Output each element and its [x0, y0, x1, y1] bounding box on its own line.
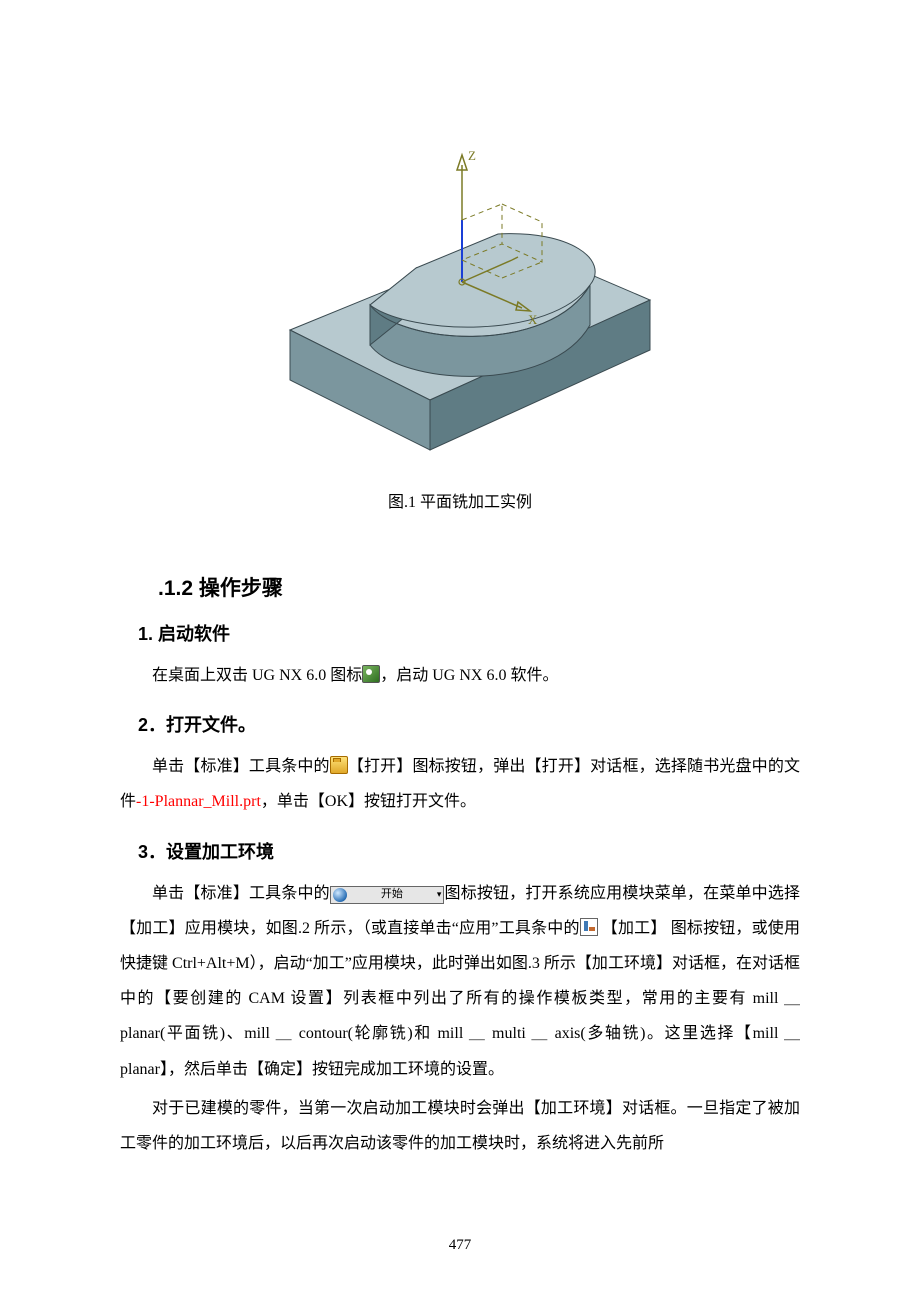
step-2-filename: -1-Plannar_Mill.prt [136, 793, 261, 810]
step-1-title: 1. 启动软件 [138, 620, 800, 646]
step-3-p1-c: 【加工】 图标按钮，或使用快捷键 Ctrl+Alt+M），启动“加工”应用模块，… [120, 920, 800, 1078]
ugnx-icon [362, 665, 380, 683]
document-page: Z X 图.1 平面铣加工实例 .1.2 操作步骤 1. 启动软件 在桌面上双击… [0, 0, 920, 1225]
step-2-para: 单击【标准】工具条中的【打开】图标按钮，弹出【打开】对话框，选择随书光盘中的文件… [120, 749, 800, 819]
step-3-p1-a: 单击【标准】工具条中的 [152, 885, 330, 902]
step-2-title: 2．打开文件。 [138, 711, 800, 737]
mill-icon [580, 918, 598, 936]
step-1-text-b: ，启动 UG NX 6.0 软件。 [380, 667, 558, 684]
step-3-title: 3．设置加工环境 [138, 838, 800, 864]
page-number: 477 [0, 1237, 920, 1254]
start-label: 开始 [349, 882, 403, 906]
section-heading: .1.2 操作步骤 [158, 572, 800, 602]
step-3-para-2: 对于已建模的零件，当第一次启动加工模块时会弹出【加工环境】对话框。一旦指定了被加… [120, 1091, 800, 1161]
axis-x-label: X [528, 312, 538, 327]
axis-z-label: Z [468, 148, 476, 163]
step-2-text-c: ，单击【OK】按钮打开文件。 [261, 793, 476, 810]
start-menu-icon: 开始▾ [330, 886, 445, 904]
part-3d-model: Z X [250, 110, 670, 470]
step-2-text-a: 单击【标准】工具条中的 [152, 758, 330, 775]
step-1-para: 在桌面上双击 UG NX 6.0 图标 ，启动 UG NX 6.0 软件。 [120, 658, 800, 693]
step-3-para-1: 单击【标准】工具条中的开始▾图标按钮，打开系统应用模块菜单，在菜单中选择【加工】… [120, 876, 800, 1087]
open-icon [330, 756, 348, 774]
figure-1: Z X 图.1 平面铣加工实例 [120, 110, 800, 512]
step-1-text-a: 在桌面上双击 UG NX 6.0 图标 [152, 667, 362, 684]
figure-caption: 图.1 平面铣加工实例 [388, 488, 532, 512]
